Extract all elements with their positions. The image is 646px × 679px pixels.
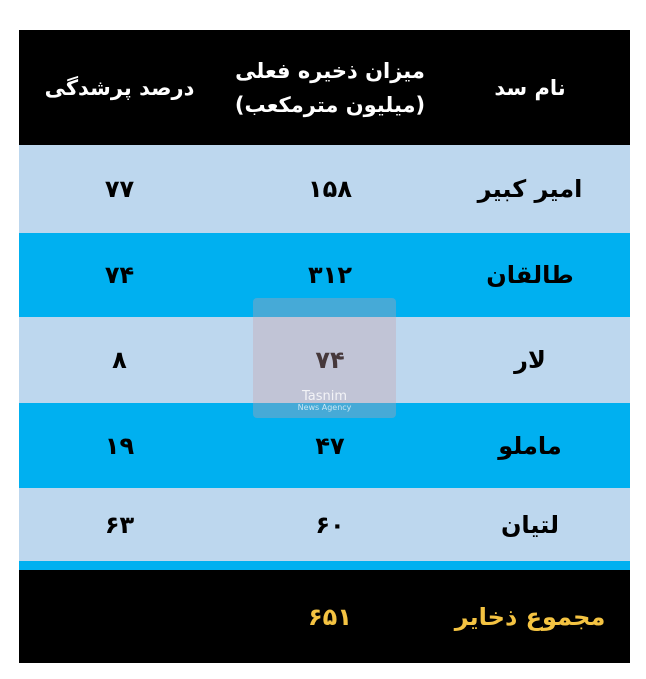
dam-storage-table: نام سد میزان ذخیره فعلی (میلیون مترمکعب)… xyxy=(19,30,630,663)
table-row: لتیان ۶۰ ۶۳ xyxy=(19,488,630,561)
storage-value: ۴۷ xyxy=(315,431,345,460)
header-dam-name: نام سد xyxy=(494,75,566,100)
header-storage-title: میزان ذخیره فعلی xyxy=(235,58,425,83)
dam-name: لتیان xyxy=(500,510,560,539)
storage-value: ۳۱۲ xyxy=(308,261,352,289)
table-row: لار ۷۴ ۸ xyxy=(19,317,630,403)
storage-value: ۶۰ xyxy=(315,510,345,539)
storage-value: ۱۵۸ xyxy=(308,175,352,203)
table-footer: مجموع ذخایر ۶۵۱ xyxy=(19,570,630,663)
table-header: نام سد میزان ذخیره فعلی (میلیون مترمکعب)… xyxy=(19,30,630,145)
header-percent: درصد پرشدگی xyxy=(44,75,195,100)
percent-value: ۷۴ xyxy=(104,261,135,289)
percent-value: ۷۷ xyxy=(104,175,135,203)
dam-name: امیر کبیر xyxy=(477,175,583,203)
table-row: ماملو ۴۷ ۱۹ xyxy=(19,403,630,488)
table-row: امیر کبیر ۱۵۸ ۷۷ xyxy=(19,145,630,233)
percent-value: ۶۳ xyxy=(104,510,135,539)
total-value: ۶۵۱ xyxy=(308,602,352,631)
percent-value: ۸ xyxy=(112,346,127,374)
total-label: مجموع ذخایر xyxy=(454,602,606,631)
divider-strip xyxy=(19,561,630,570)
header-storage: میزان ذخیره فعلی (میلیون مترمکعب) xyxy=(220,54,440,122)
percent-value: ۱۹ xyxy=(104,431,135,460)
table-row: طالقان ۳۱۲ ۷۴ xyxy=(19,233,630,317)
dam-name: لار xyxy=(514,346,546,374)
header-storage-unit: (میلیون مترمکعب) xyxy=(234,92,426,117)
dam-name: طالقان xyxy=(486,261,574,289)
dam-name: ماملو xyxy=(498,431,562,460)
storage-value: ۷۴ xyxy=(315,346,345,374)
